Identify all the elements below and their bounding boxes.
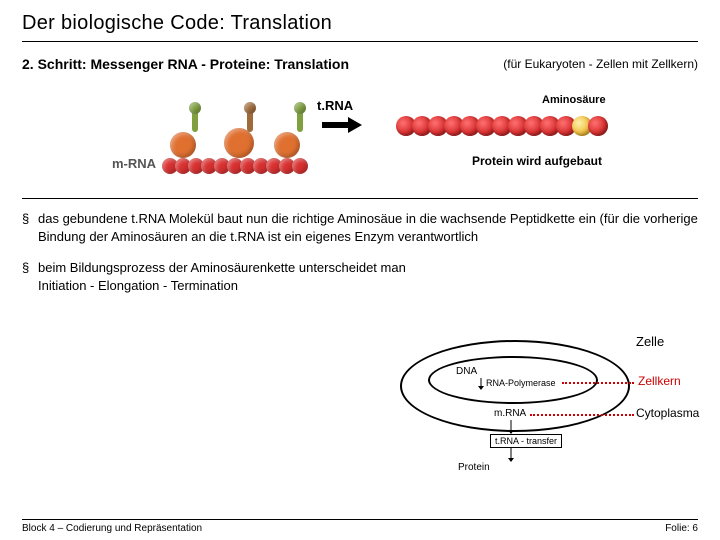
protein-label: Protein wird aufgebaut xyxy=(472,154,602,168)
zelle-label: Zelle xyxy=(636,334,664,349)
trna-transfer-box: t.RNA - transfer xyxy=(490,434,562,448)
separator xyxy=(22,198,698,199)
footer-right: Folie: 6 xyxy=(665,523,698,534)
mrna-label: m-RNA xyxy=(112,156,156,171)
trna-label: t.RNA xyxy=(317,98,353,113)
dotted-line-cyto xyxy=(530,414,634,416)
subtitle: 2. Schritt: Messenger RNA - Proteine: Tr… xyxy=(22,56,349,72)
bullet-text: beim Bildungsprozess der Aminosäurenkett… xyxy=(38,259,406,294)
rnapoly-label: RNA-Polymerase xyxy=(486,378,556,388)
list-item: das gebundene t.RNA Molekül baut nun die… xyxy=(22,210,698,245)
subnote: (für Eukaryoten - Zellen mit Zellkern) xyxy=(503,57,698,71)
down-arrow-icon xyxy=(476,378,486,390)
ribosome-cluster xyxy=(162,122,322,182)
amino-label: Aminosäure xyxy=(542,94,606,106)
dna-label: DNA xyxy=(456,366,477,377)
footer: Block 4 – Codierung und Repräsentation F… xyxy=(22,519,698,534)
footer-left: Block 4 – Codierung und Repräsentation xyxy=(22,523,202,534)
figure-row: m-RNA t.RNA Aminosäure Protein wird aufg… xyxy=(22,78,698,198)
title-underline xyxy=(22,41,698,42)
down-arrow-icon xyxy=(506,448,516,462)
mrna-node-label: m.RNA xyxy=(494,408,526,419)
dotted-line-zellkern xyxy=(562,382,634,384)
zellkern-label: Zellkern xyxy=(638,374,681,388)
cell-diagram: Zelle DNA RNA-Polymerase Zellkern m.RNA … xyxy=(400,334,690,494)
protein-chain xyxy=(400,116,608,136)
page-title: Der biologische Code: Translation xyxy=(22,12,698,35)
bullet-mark-icon xyxy=(22,210,38,245)
slide: Der biologische Code: Translation 2. Sch… xyxy=(0,0,720,540)
arrow-icon xyxy=(322,118,362,132)
amino-arrow-icon xyxy=(570,106,571,116)
down-arrow-icon xyxy=(506,420,516,434)
bullet-list: das gebundene t.RNA Molekül baut nun die… xyxy=(22,210,698,308)
bullet-text: das gebundene t.RNA Molekül baut nun die… xyxy=(38,210,698,245)
list-item: beim Bildungsprozess der Aminosäurenkett… xyxy=(22,259,414,294)
cytoplasma-label: Cytoplasma xyxy=(636,406,699,420)
bullet-mark-icon xyxy=(22,259,38,294)
subtitle-row: 2. Schritt: Messenger RNA - Proteine: Tr… xyxy=(22,56,698,72)
protein-node-label: Protein xyxy=(458,462,490,473)
